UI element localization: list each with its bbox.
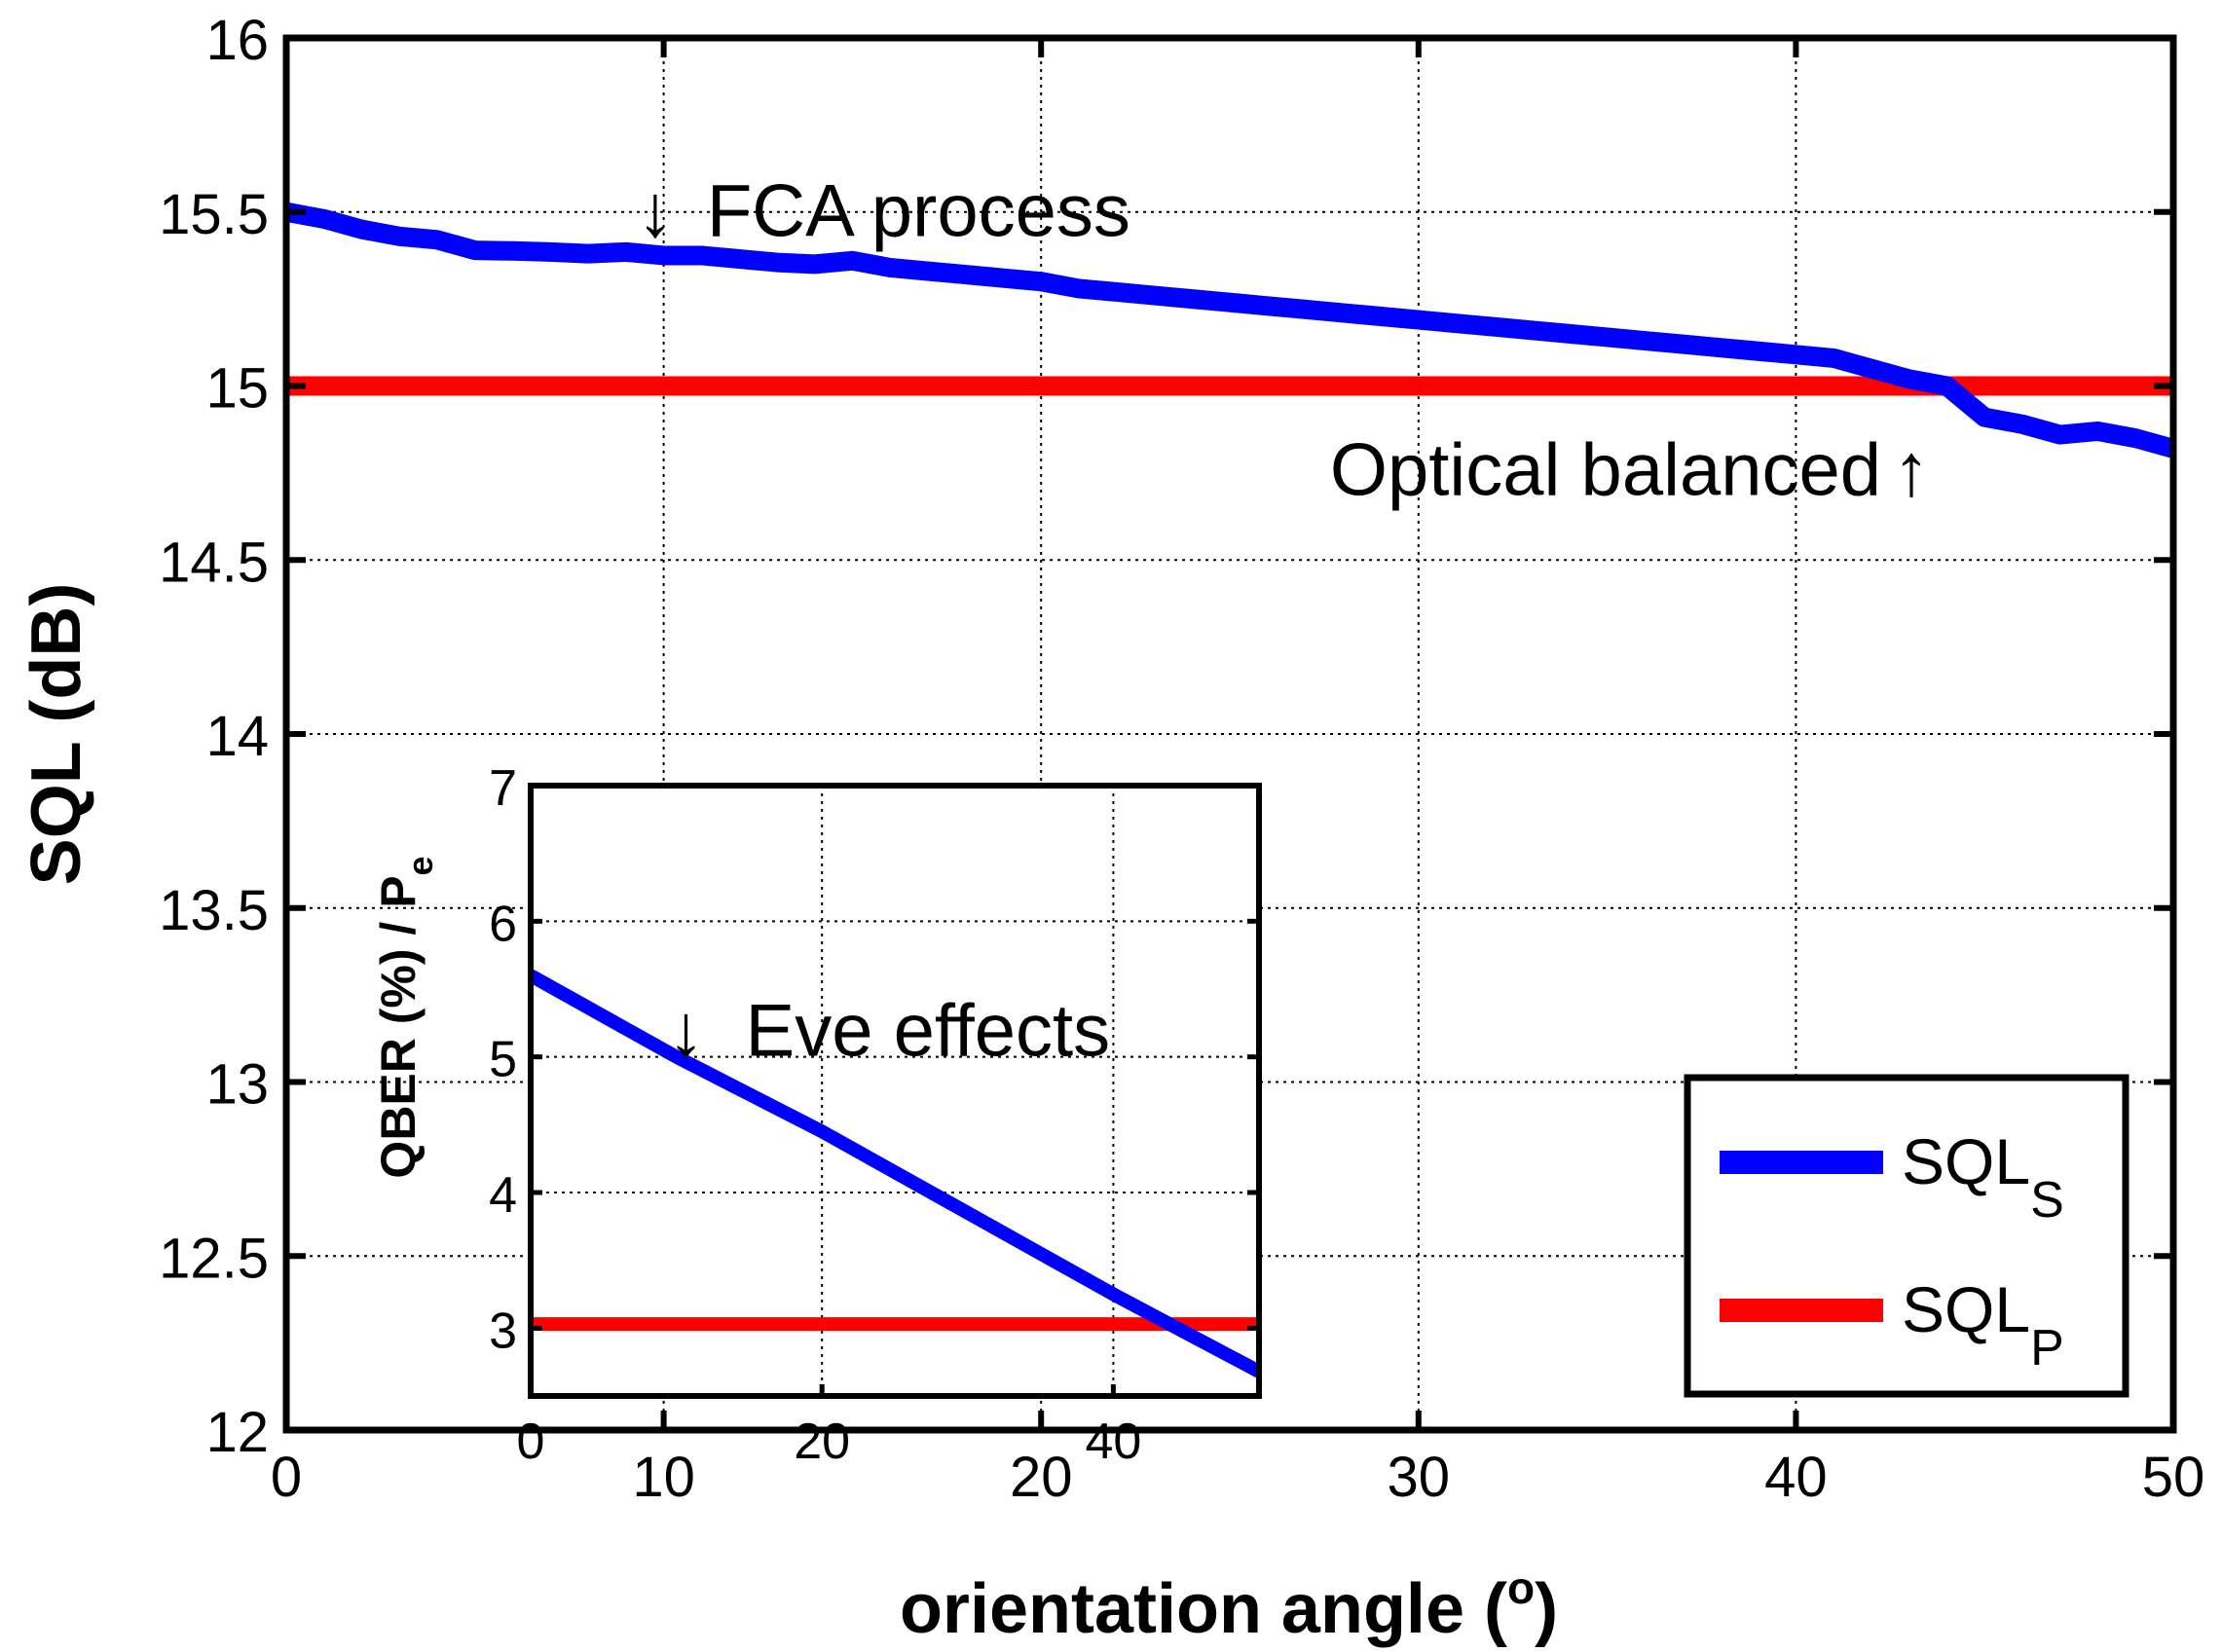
annotation-optical-arrow-icon: ↑ (1893, 429, 1930, 512)
inset-x-tick-label: 40 (1085, 1413, 1141, 1470)
y-axis-label: SQL (dB) (18, 583, 95, 886)
inset-annotations: ↓ Eve effects (668, 990, 1111, 1073)
inset-series (527, 969, 1263, 1378)
annotation-fca-arrow-icon: ↓ (637, 170, 674, 253)
inset-tick-labels: 0 20 40 3 4 5 6 7 (489, 760, 1141, 1470)
y-tick-label: 15 (205, 357, 269, 421)
inset-y-tick-label: 7 (489, 760, 517, 817)
inset-y-tick-label: 5 (489, 1032, 517, 1088)
main-axes (282, 34, 2177, 1434)
y-tick-label: 15.5 (159, 183, 269, 246)
x-tick-label: 50 (2142, 1446, 2205, 1509)
legend-box (1684, 1074, 2129, 1398)
y-tick-label: 13.5 (159, 879, 269, 942)
x-tick-label: 40 (1764, 1446, 1828, 1509)
inset-y-tick-label: 4 (489, 1167, 517, 1224)
inset-y-tick-label: 6 (489, 896, 517, 952)
x-axis-label: orientation angle (o) (900, 1562, 1558, 1648)
main-series (284, 202, 2176, 459)
legend-label-sql-p: SQLP (1902, 1273, 2064, 1377)
legend: SQLS SQLP (1684, 1074, 2129, 1398)
y-tick-label: 14 (205, 705, 269, 768)
inset-axes (528, 783, 1262, 1399)
series-line-sql-s (284, 202, 2176, 459)
annotation-eve-effects: Eve effects (746, 990, 1111, 1073)
inset-x-tick-label: 0 (517, 1413, 545, 1470)
y-tick-label: 16 (205, 9, 269, 72)
legend-label-sql-s: SQLS (1902, 1125, 2064, 1229)
y-tick-label: 12 (205, 1401, 269, 1464)
main-annotations: ↓ FCA process Optical balanced ↑ (637, 170, 1930, 512)
inset-plot-area (531, 786, 1259, 1396)
inset-x-tick-label: 20 (794, 1413, 850, 1470)
inset-y-tick-label: 3 (489, 1303, 517, 1359)
inset-y-axis-label: QBER (%) / Pe (371, 856, 440, 1178)
x-tick-label: 20 (1010, 1446, 1073, 1509)
annotation-optical-balanced: Optical balanced (1330, 429, 1881, 512)
x-tick-label: 0 (271, 1446, 302, 1509)
inset-series-line-qber (527, 969, 1263, 1378)
annotation-fca-process: FCA process (707, 170, 1130, 253)
inset-background (531, 786, 1259, 1396)
x-tick-label: 30 (1388, 1446, 1451, 1509)
inset-plot-frame (528, 783, 1262, 1399)
y-tick-label: 12.5 (159, 1227, 269, 1290)
x-tick-label: 10 (632, 1446, 695, 1509)
annotation-eve-arrow-icon: ↓ (668, 990, 705, 1073)
y-tick-label: 14.5 (159, 531, 269, 594)
y-tick-label: 13 (205, 1053, 269, 1117)
